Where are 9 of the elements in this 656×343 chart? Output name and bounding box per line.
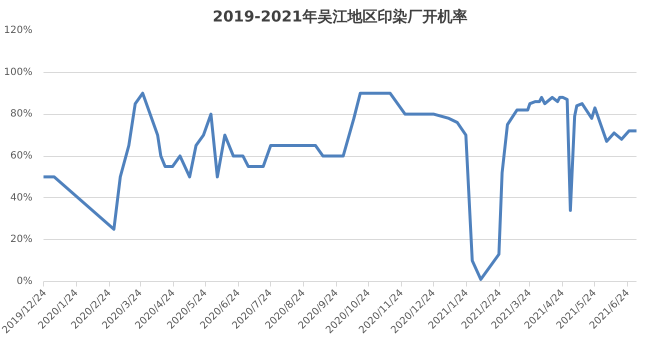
line-series — [44, 92, 636, 281]
y-tick-label: 100% — [4, 66, 33, 78]
y-tick-label: 60% — [10, 150, 33, 162]
y-tick-label: 20% — [10, 234, 33, 246]
y-tick-label: 120% — [4, 25, 33, 36]
chart-title: 2019-2021年吴江地区印染厂开机率 — [212, 8, 468, 26]
y-tick-label: 0% — [16, 276, 33, 287]
y-tick-label: 80% — [10, 108, 33, 120]
y-tick-label: 40% — [10, 192, 33, 204]
